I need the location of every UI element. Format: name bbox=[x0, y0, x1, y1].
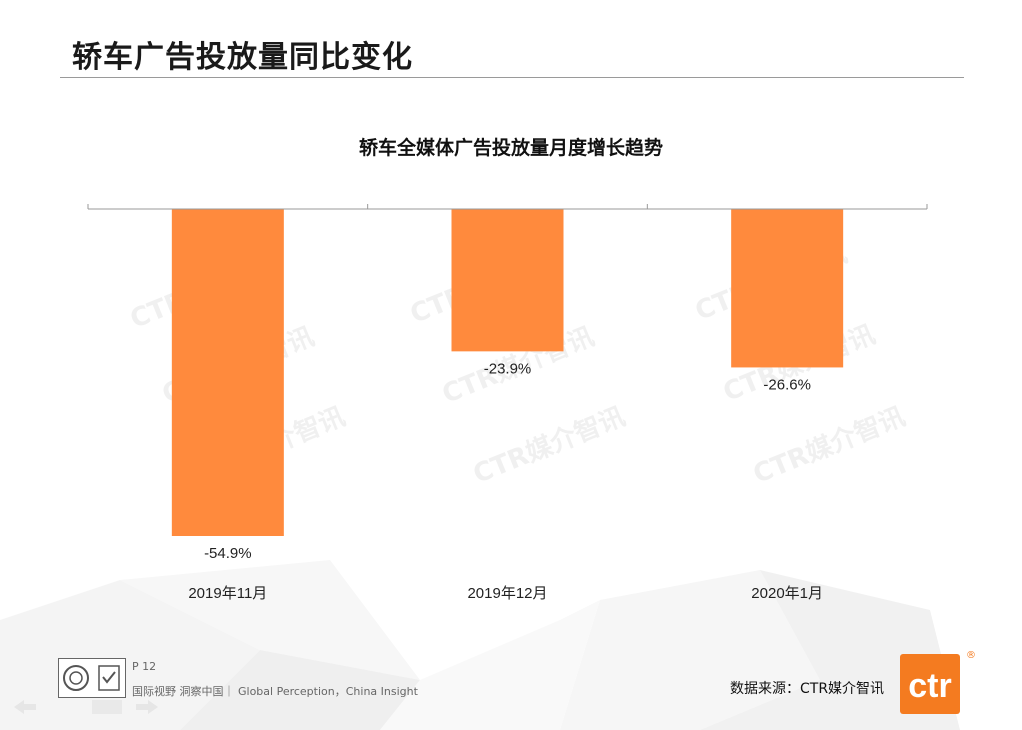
bar bbox=[171, 209, 284, 536]
chart-title: 轿车全媒体广告投放量月度增长趋势 bbox=[358, 137, 663, 159]
bar-chart: -54.9% 2019年11月 -23.9% 2019年12月 -26.6% 2020年1… bbox=[87, 204, 928, 602]
footer-slogan: 国际视野 洞察中国｜ Global Perception，China Insig… bbox=[132, 685, 418, 698]
data-label: -54.9% bbox=[204, 545, 252, 562]
bar bbox=[731, 209, 844, 368]
category-label: 2020年1月 bbox=[751, 585, 823, 602]
registered-mark: ® bbox=[966, 650, 976, 661]
category-label: 2019年12月 bbox=[467, 585, 547, 602]
data-label: -23.9% bbox=[484, 360, 532, 377]
data-source: 数据来源：CTR媒介智讯 bbox=[730, 681, 885, 697]
bar bbox=[451, 209, 564, 352]
sgs-seal-icon bbox=[63, 665, 89, 691]
data-label: -26.6% bbox=[763, 376, 811, 393]
ukas-crown-icon bbox=[98, 665, 120, 691]
certification-logos bbox=[58, 658, 126, 698]
page-number: P 12 bbox=[132, 660, 157, 673]
ctr-logo: ctr bbox=[900, 654, 960, 714]
svg-text:ctr: ctr bbox=[908, 667, 951, 705]
page-title: 轿车广告投放量同比变化 bbox=[72, 40, 413, 75]
nav-arrows-icon bbox=[14, 700, 158, 714]
title-divider bbox=[60, 77, 964, 78]
category-label: 2019年11月 bbox=[188, 585, 267, 602]
